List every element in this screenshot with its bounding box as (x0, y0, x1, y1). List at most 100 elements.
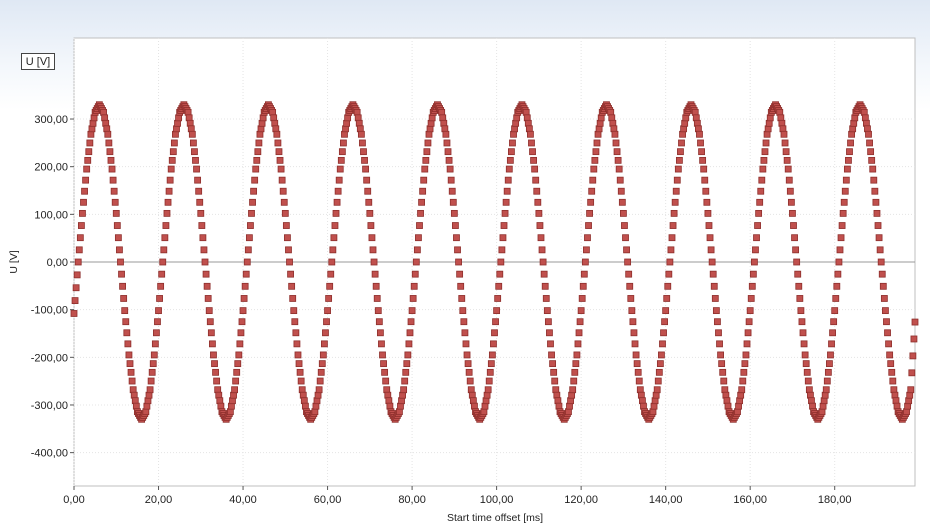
data-point-400 (493, 307, 501, 315)
data-point-652 (759, 165, 767, 173)
data-point-756 (869, 165, 877, 173)
data-point-439 (534, 198, 542, 206)
data-point-433 (528, 139, 535, 147)
data-point-477 (574, 340, 582, 348)
data-point-712 (822, 386, 830, 394)
data-point-651 (758, 176, 766, 184)
data-point-159 (238, 318, 246, 326)
data-point-369 (460, 318, 468, 326)
data-point-250 (334, 187, 342, 195)
data-point-566 (668, 234, 676, 242)
data-point-8 (79, 209, 86, 217)
data-point-4 (74, 258, 82, 266)
data-point-443 (538, 246, 546, 254)
data-point-197 (278, 176, 286, 184)
data-point-42 (114, 234, 122, 242)
data-point-450 (546, 329, 553, 337)
data-point-560 (662, 307, 670, 315)
data-point-167 (247, 222, 254, 229)
data-point-553 (654, 377, 662, 385)
data-point-283 (369, 246, 377, 254)
data-point-519 (618, 198, 626, 206)
data-point-169 (249, 198, 256, 206)
data-point-115 (192, 156, 199, 164)
data-point-672 (780, 130, 788, 138)
data-point-155 (234, 360, 242, 368)
data-point-609 (714, 318, 721, 326)
data-point-153 (232, 377, 240, 385)
y-tick-label-7: 300,00 (34, 114, 68, 126)
data-point-116 (193, 165, 200, 173)
data-point-210 (292, 329, 300, 337)
x-tick-label-6: 120,00 (564, 494, 598, 506)
data-point-286 (372, 282, 380, 290)
data-point-192 (273, 130, 281, 138)
data-point-55 (128, 377, 136, 385)
data-point-399 (492, 318, 499, 326)
data-point-214 (296, 368, 304, 376)
series-label-box[interactable]: U [V] (21, 53, 55, 70)
data-point-408 (501, 209, 509, 217)
data-point-601 (705, 222, 713, 229)
data-point-94 (169, 148, 177, 156)
data-point-0 (70, 310, 78, 317)
data-point-406 (499, 234, 507, 242)
data-point-208 (290, 307, 298, 315)
y-tick-label-3: -100,00 (31, 305, 68, 317)
data-point-773 (887, 360, 895, 368)
data-point-472 (569, 386, 577, 394)
data-point-113 (189, 139, 197, 147)
data-point-715 (826, 360, 833, 368)
data-point-119 (196, 198, 204, 206)
data-point-686 (795, 282, 803, 290)
data-point-239 (323, 318, 330, 326)
data-point-679 (787, 198, 795, 206)
data-point-719 (830, 318, 838, 326)
data-point-401 (494, 295, 502, 302)
data-point-158 (237, 329, 245, 337)
data-point-645 (752, 246, 759, 254)
data-point-166 (245, 234, 253, 242)
data-point-690 (799, 329, 807, 337)
data-point-245 (329, 246, 337, 254)
data-point-688 (797, 307, 805, 315)
data-point-2 (72, 284, 80, 292)
y-tick-label-2: -200,00 (31, 352, 68, 364)
data-point-674 (782, 148, 790, 156)
data-point-368 (459, 307, 467, 315)
data-point-334 (423, 148, 431, 156)
data-point-53 (126, 360, 134, 368)
data-point-3 (73, 271, 81, 279)
data-point-248 (332, 209, 340, 217)
data-point-196 (277, 165, 285, 173)
data-point-492 (590, 165, 598, 173)
data-point-528 (628, 307, 636, 315)
data-point-567 (669, 222, 677, 229)
data-point-392 (484, 386, 492, 394)
data-point-565 (667, 246, 675, 254)
data-point-678 (786, 187, 794, 195)
data-point-636 (742, 351, 750, 359)
data-point-134 (212, 368, 219, 376)
data-point-795 (910, 335, 918, 343)
data-point-676 (784, 165, 792, 173)
data-point-681 (790, 222, 797, 229)
data-point-610 (715, 329, 722, 337)
data-point-643 (749, 270, 757, 278)
data-point-156 (235, 351, 243, 359)
x-tick-label-2: 40,00 (229, 494, 257, 506)
data-point-51 (124, 340, 132, 348)
data-point-479 (576, 318, 584, 326)
data-point-649 (756, 198, 764, 206)
data-point-488 (586, 209, 593, 217)
data-point-495 (593, 139, 601, 147)
data-point-11 (82, 176, 90, 184)
data-point-436 (531, 165, 539, 173)
data-point-612 (717, 351, 724, 359)
data-point-633 (739, 377, 747, 385)
data-point-132 (210, 351, 217, 359)
data-point-316 (404, 351, 412, 359)
data-point-518 (617, 187, 625, 195)
data-point-673 (781, 139, 789, 147)
data-point-393 (485, 377, 493, 385)
